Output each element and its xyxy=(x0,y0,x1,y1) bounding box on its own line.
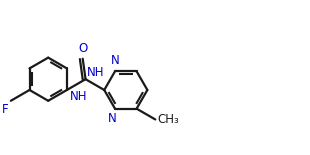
Text: NH: NH xyxy=(70,90,88,103)
Text: NH: NH xyxy=(87,66,105,80)
Text: F: F xyxy=(2,103,9,116)
Text: N: N xyxy=(108,112,117,125)
Text: N: N xyxy=(111,54,120,67)
Text: CH₃: CH₃ xyxy=(157,113,179,126)
Text: O: O xyxy=(78,42,87,55)
